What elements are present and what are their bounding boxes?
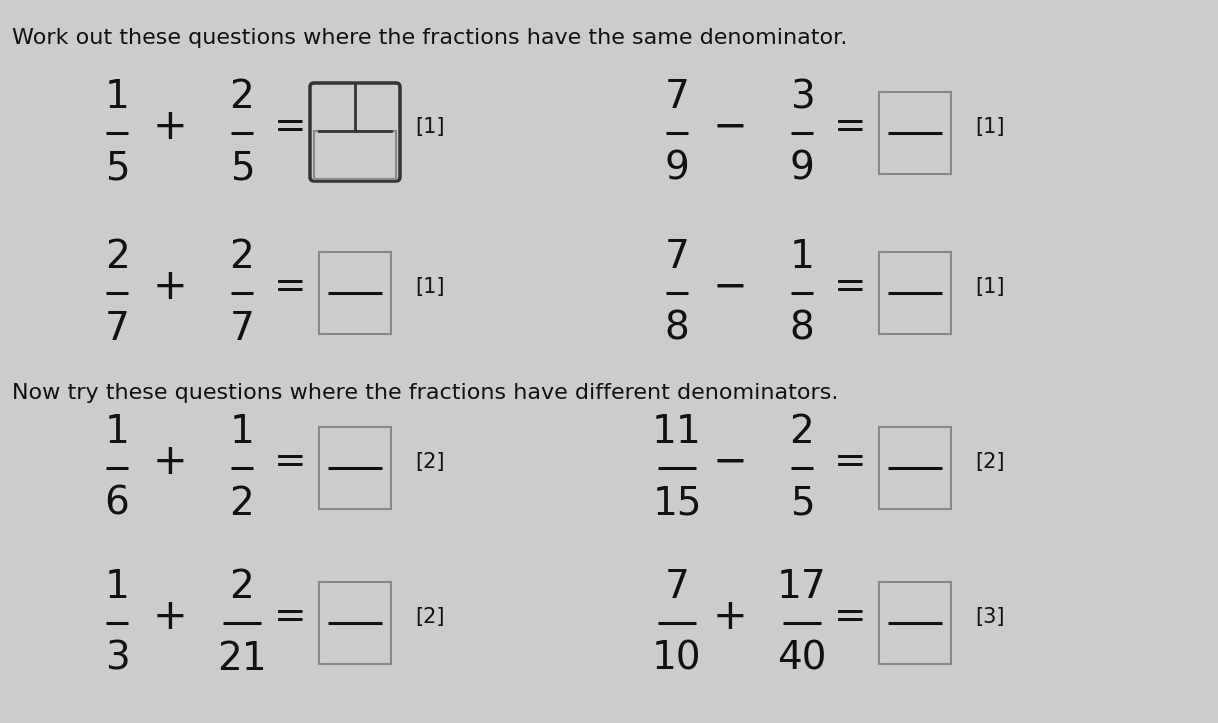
Text: =: = bbox=[833, 108, 866, 146]
Bar bbox=[314, 131, 396, 179]
Bar bbox=[879, 427, 951, 509]
Text: [2]: [2] bbox=[415, 452, 445, 472]
Text: 6: 6 bbox=[105, 485, 129, 523]
Text: 8: 8 bbox=[789, 309, 815, 348]
Text: +: + bbox=[713, 596, 748, 638]
Text: −: − bbox=[713, 441, 748, 483]
Text: [3]: [3] bbox=[974, 607, 1005, 627]
Text: +: + bbox=[152, 596, 188, 638]
Text: 7: 7 bbox=[229, 309, 255, 348]
Text: 7: 7 bbox=[105, 309, 129, 348]
Text: =: = bbox=[274, 598, 306, 636]
Bar bbox=[319, 427, 391, 509]
Text: 7: 7 bbox=[665, 568, 689, 606]
Text: +: + bbox=[152, 266, 188, 308]
Bar bbox=[879, 582, 951, 664]
Text: 17: 17 bbox=[777, 568, 827, 606]
Text: 9: 9 bbox=[789, 150, 815, 188]
Text: 10: 10 bbox=[652, 640, 702, 677]
Text: 2: 2 bbox=[230, 485, 255, 523]
Text: 5: 5 bbox=[105, 150, 129, 188]
Bar bbox=[319, 252, 391, 334]
Text: [1]: [1] bbox=[974, 117, 1005, 137]
Text: =: = bbox=[274, 443, 306, 481]
Text: 40: 40 bbox=[777, 640, 827, 677]
Text: =: = bbox=[833, 268, 866, 306]
Text: 1: 1 bbox=[229, 414, 255, 451]
Text: −: − bbox=[713, 266, 748, 308]
Text: 2: 2 bbox=[789, 414, 815, 451]
Text: [1]: [1] bbox=[415, 277, 445, 297]
Text: +: + bbox=[152, 106, 188, 148]
Text: 2: 2 bbox=[230, 238, 255, 276]
Text: 1: 1 bbox=[105, 568, 129, 606]
Text: 11: 11 bbox=[652, 414, 702, 451]
Text: =: = bbox=[274, 268, 306, 306]
Text: +: + bbox=[152, 441, 188, 483]
Bar bbox=[879, 252, 951, 334]
Text: 9: 9 bbox=[665, 150, 689, 188]
Text: 2: 2 bbox=[230, 78, 255, 116]
Text: 7: 7 bbox=[665, 238, 689, 276]
Text: 3: 3 bbox=[105, 640, 129, 677]
Text: 8: 8 bbox=[665, 309, 689, 348]
Text: =: = bbox=[833, 598, 866, 636]
Text: 3: 3 bbox=[789, 78, 815, 116]
Text: =: = bbox=[833, 443, 866, 481]
Text: 1: 1 bbox=[105, 78, 129, 116]
Text: Work out these questions where the fractions have the same denominator.: Work out these questions where the fract… bbox=[12, 28, 848, 48]
Text: −: − bbox=[713, 106, 748, 148]
Bar bbox=[879, 92, 951, 174]
Text: Now try these questions where the fractions have different denominators.: Now try these questions where the fracti… bbox=[12, 383, 838, 403]
Text: [1]: [1] bbox=[415, 117, 445, 137]
Text: 2: 2 bbox=[230, 568, 255, 606]
Text: [2]: [2] bbox=[974, 452, 1005, 472]
Text: 5: 5 bbox=[789, 485, 815, 523]
Text: =: = bbox=[274, 108, 306, 146]
Text: [1]: [1] bbox=[974, 277, 1005, 297]
Text: 15: 15 bbox=[653, 485, 702, 523]
Text: [2]: [2] bbox=[415, 607, 445, 627]
Text: 5: 5 bbox=[230, 150, 255, 188]
Text: 1: 1 bbox=[789, 238, 815, 276]
Text: 21: 21 bbox=[217, 640, 267, 677]
Bar bbox=[319, 582, 391, 664]
Text: 1: 1 bbox=[105, 414, 129, 451]
Text: 7: 7 bbox=[665, 78, 689, 116]
Text: 2: 2 bbox=[105, 238, 129, 276]
